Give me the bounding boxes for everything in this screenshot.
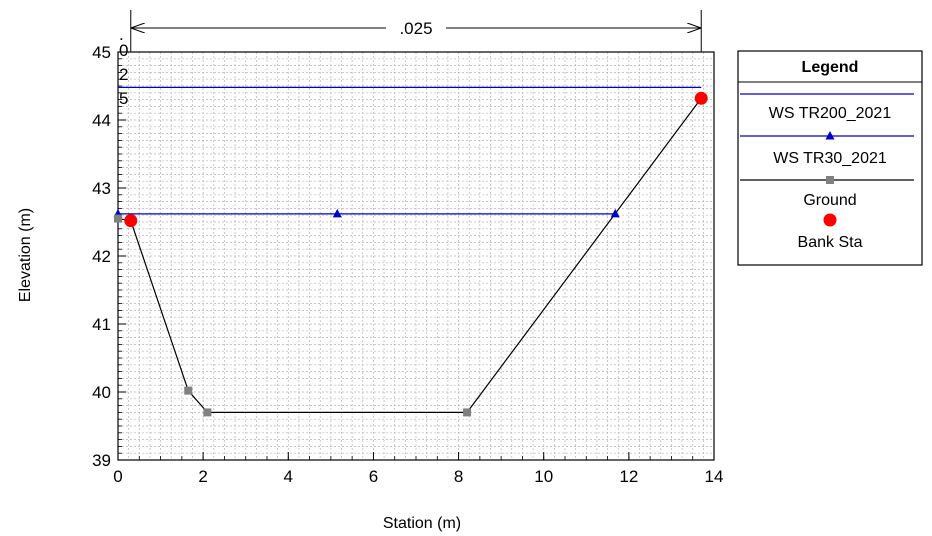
plot-grid (118, 52, 714, 460)
x-axis: 0 2 4 6 8 10 12 14 (113, 452, 723, 486)
x-tick-label: 12 (619, 467, 638, 486)
x-tick-label: 6 (369, 467, 378, 486)
y-tick-label: 39 (92, 451, 111, 470)
x-tick-label: 10 (534, 467, 553, 486)
y-axis: 39 40 41 42 43 44 45 (92, 43, 126, 470)
legend-box (737, 50, 923, 266)
legend-label-3: Bank Sta (798, 234, 863, 251)
y-tick-label: 42 (92, 247, 111, 266)
square-marker (184, 386, 193, 395)
bank-station-marker (694, 91, 708, 105)
x-tick-label: 2 (198, 467, 207, 486)
overlap-annotation: .0 2 5 (119, 25, 128, 108)
y-tick-label: 45 (92, 43, 111, 62)
marker-layer (113, 91, 708, 417)
y-minor-ticks (118, 58, 122, 454)
series-line-2 (118, 97, 702, 413)
series-layer (118, 86, 702, 413)
x-tick-label: 14 (705, 467, 724, 486)
annotation-char: 5 (119, 89, 128, 108)
y-tick-label: 41 (92, 315, 111, 334)
manning-n-annotation: .025 (130, 10, 702, 52)
annotation-char: 2 (119, 65, 128, 84)
legend-square-marker (826, 176, 834, 184)
annotation-char: 0 (119, 41, 128, 60)
x-tick-label: 4 (284, 467, 293, 486)
legend-label-1: WS TR30_2021 (773, 150, 887, 167)
y-tick-label: 44 (92, 111, 111, 130)
square-marker (203, 408, 212, 417)
triangle-marker (332, 208, 342, 218)
manning-n-label: .025 (399, 19, 432, 38)
x-tick-label: 8 (454, 467, 463, 486)
y-tick-label: 40 (92, 383, 111, 402)
bank-station-marker (124, 214, 138, 228)
square-marker (463, 408, 472, 417)
legend-items: WS TR200_2021 WS TR30_2021 Ground Bank Sta (740, 93, 914, 251)
legend-triangle-marker (825, 131, 835, 140)
legend: Legend WS TR200_2021 WS TR30_2021 Ground Ba… (737, 50, 923, 266)
square-marker (114, 214, 122, 223)
legend-label-2: Ground (803, 192, 856, 209)
legend-circle-marker (823, 213, 837, 227)
y-tick-label: 43 (92, 179, 111, 198)
y-axis-title: Elevation (m) (17, 208, 34, 302)
legend-label-0: WS TR200_2021 (769, 105, 892, 122)
x-axis-title: Station (m) (383, 515, 461, 532)
legend-title: Legend (802, 59, 859, 76)
triangle-marker (610, 208, 620, 218)
x-tick-label: 0 (113, 467, 122, 486)
annotation-char: . (119, 25, 124, 44)
